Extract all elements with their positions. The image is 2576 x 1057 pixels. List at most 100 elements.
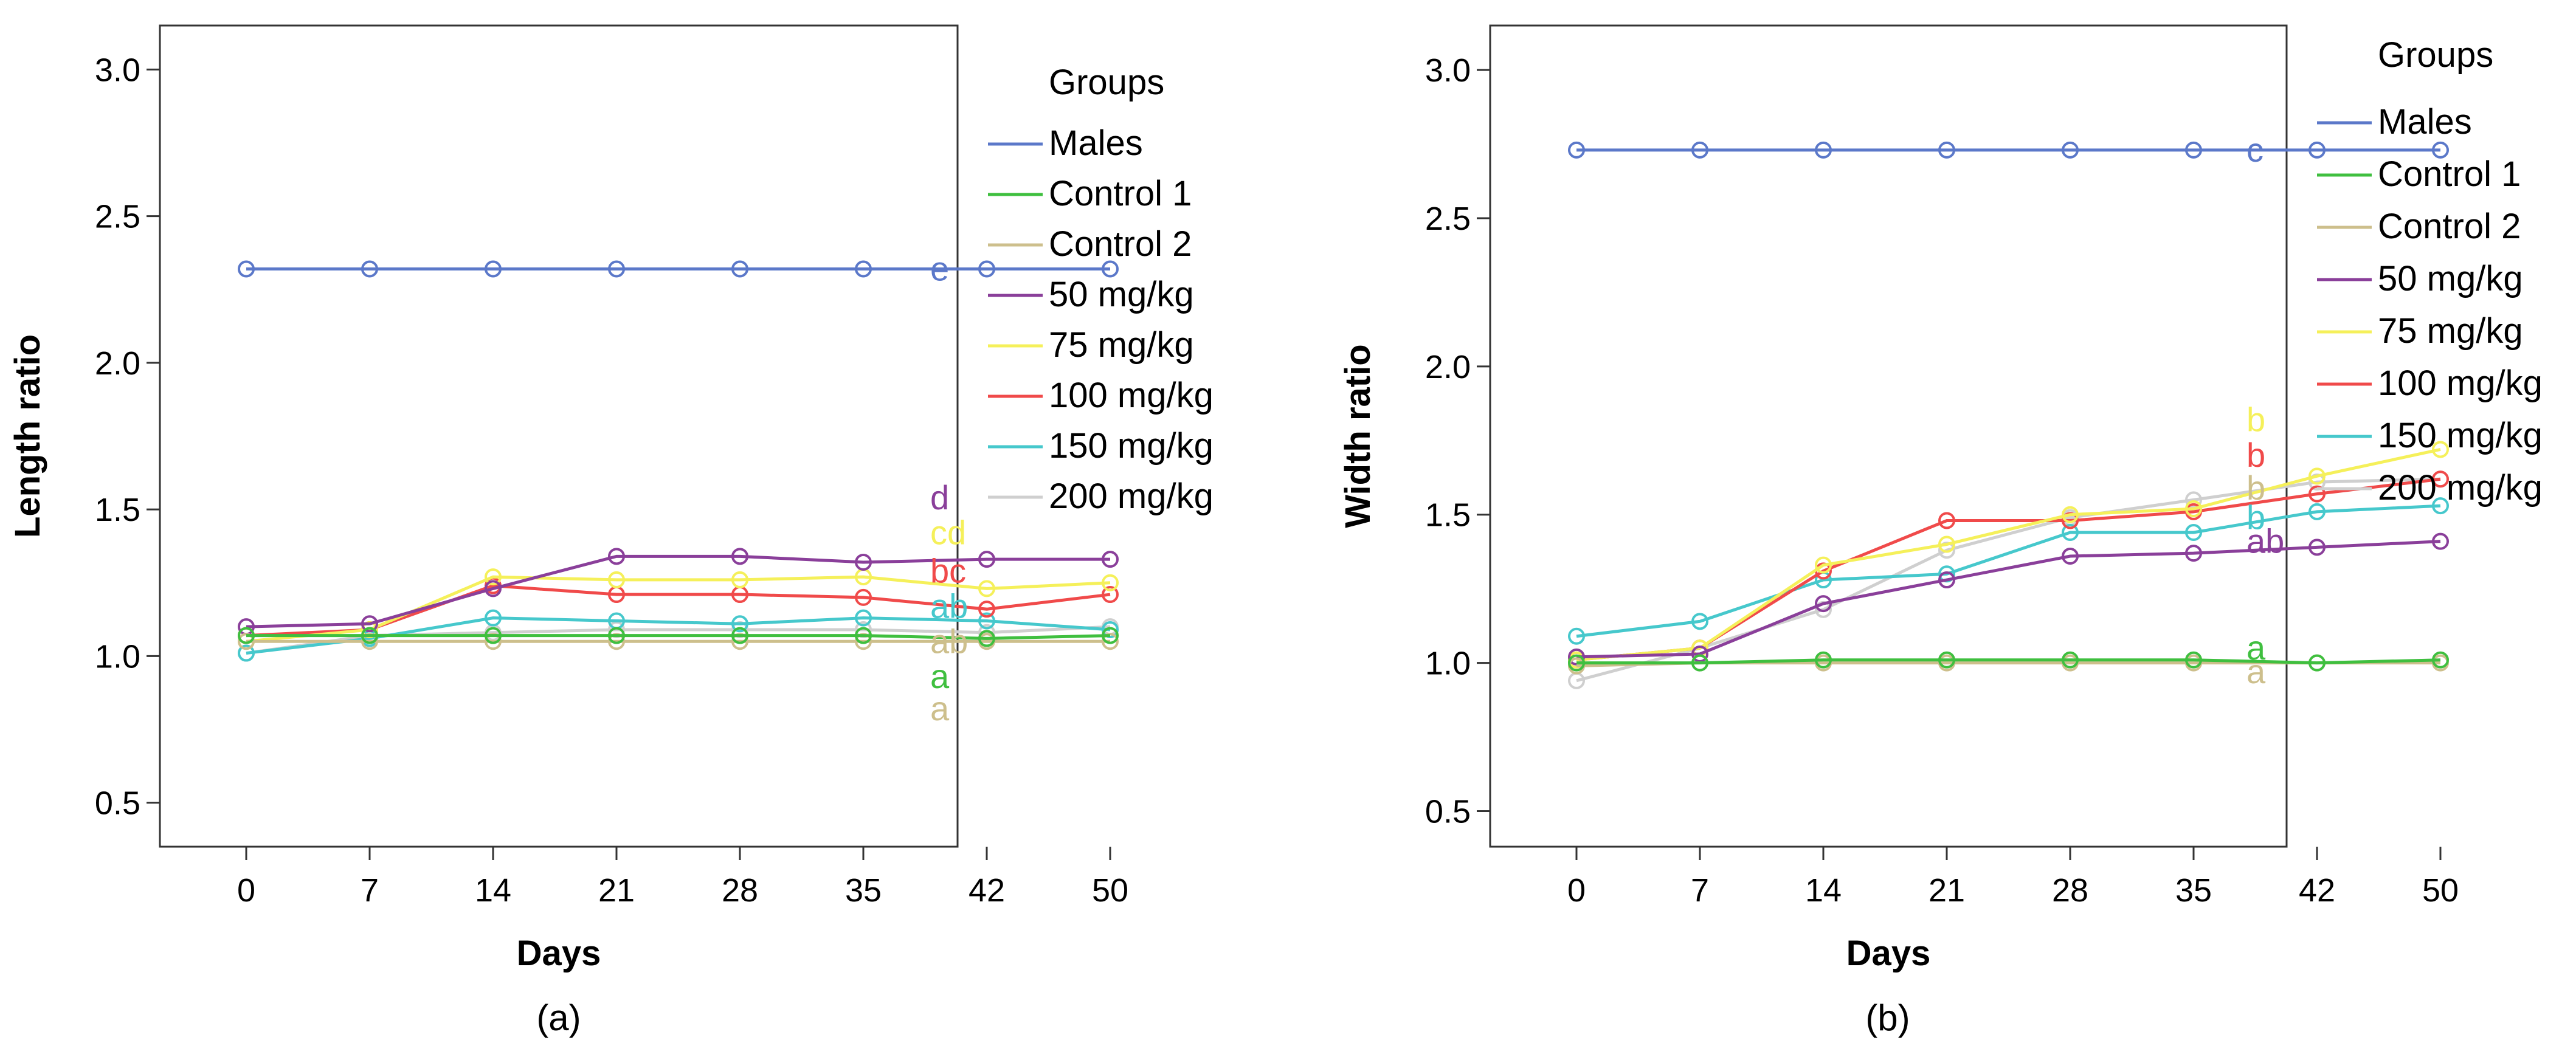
x-tick-label: 7 [1691,872,1709,909]
legend-label: 150 mg/kg [1049,426,1214,466]
legend-label: 50 mg/kg [2378,259,2523,298]
data-point-control-1 [485,627,502,644]
data-point-males [2308,141,2326,159]
legend-label: 75 mg/kg [2378,311,2523,351]
legend-label: 200 mg/kg [2378,468,2543,508]
data-point-control-1 [1815,651,1832,669]
legend-item-males: Males [988,123,1143,163]
data-point-control-1 [361,627,378,644]
legend-label: 100 mg/kg [1049,376,1214,415]
legend-item-control-1: Control 1 [2317,154,2521,194]
legend: Groups Males Control 1 Control 2 50 mg/kg 75 … [988,63,1214,516]
legend-item-75-mg-kg: 75 mg/kg [988,325,1194,365]
series-line-control-1 [1576,658,2441,665]
legend: Groups Males Control 1 Control 2 50 mg/kg 75 … [2317,35,2543,508]
significance-label: cd [930,514,966,552]
data-point-150-mg-kg [2432,497,2449,515]
legend-label: 100 mg/kg [2378,363,2543,403]
y-tick-label: 0.5 [95,785,140,822]
legend-item-control-1: Control 1 [988,174,1192,213]
significance-label: b [2246,401,2265,439]
x-axis-title: Days [517,934,601,973]
significance-label: a [2246,628,2266,667]
data-point-50-mg-kg [731,548,748,565]
legend-label: Control 1 [1049,174,1192,213]
series-control-1 [238,627,1119,647]
x-tick-label: 21 [598,872,635,909]
data-point-150-mg-kg [2308,503,2326,520]
data-point-100-mg-kg [978,601,995,618]
data-point-50-mg-kg [1102,551,1119,568]
significance-label: b [2246,436,2265,474]
data-point-50-mg-kg [2432,532,2449,550]
significance-label: ab [930,587,968,625]
legend-label: 200 mg/kg [1049,477,1214,516]
data-point-males [978,260,995,278]
y-tick-label: 3.0 [1425,52,1471,89]
data-point-50-mg-kg [361,615,378,633]
data-point-control-1 [2185,651,2202,669]
significance-label: b [2246,498,2265,537]
data-point-75-mg-kg [1815,556,1832,574]
significance-label: e [930,249,949,287]
y-tick-label: 3.0 [95,52,140,88]
plot-frame [159,24,959,848]
y-axis-title: Width ratio [1338,344,1378,528]
x-axis-title: Days [1846,934,1931,973]
data-point-males [1691,141,1708,159]
data-point-75-mg-kg [2308,467,2326,485]
data-point-males [485,260,502,278]
series-line-50-mg-kg [1576,540,2441,659]
data-point-75-mg-kg [2062,506,2079,523]
legend-label: Males [2378,102,2472,142]
data-point-50-mg-kg [2062,548,2079,565]
data-point-150-mg-kg [731,615,748,633]
series-line-150-mg-kg [1576,504,2441,638]
series-50-mg-kg [238,548,1119,636]
legend-label: Control 2 [2378,207,2521,246]
data-point-75-mg-kg [731,571,748,588]
data-point-males [361,260,378,278]
legend-label: 150 mg/kg [2378,416,2543,455]
legend-item-males: Males [2317,102,2472,142]
data-point-control-1 [855,627,872,644]
data-point-males [1102,260,1119,278]
y-tick-label: 2.5 [95,199,140,235]
data-point-control-1 [1938,651,1955,669]
x-tick-label: 50 [2422,872,2459,909]
data-point-50-mg-kg [1691,645,1708,663]
data-point-100-mg-kg [2308,485,2326,503]
data-point-150-mg-kg [2062,524,2079,542]
data-point-males [238,260,255,278]
x-tick-label: 35 [2175,872,2212,909]
data-point-males [1815,141,1832,159]
data-point-75-mg-kg [2432,441,2449,458]
x-tick-label: 35 [845,872,882,909]
y-tick-label: 2.5 [1425,201,1471,237]
series-control-1 [1568,651,2449,672]
series-males [238,260,1119,278]
data-point-100-mg-kg [1102,586,1119,604]
series-50-mg-kg [1568,532,2449,666]
legend-item-200-mg-kg: 200 mg/kg [988,477,1214,516]
data-point-males [2432,141,2449,159]
data-point-150-mg-kg [2185,524,2202,542]
data-point-50-mg-kg [1938,571,1955,589]
data-point-75-mg-kg [978,580,995,597]
data-point-males [731,260,748,278]
data-point-50-mg-kg [2185,545,2202,562]
data-point-control-2 [1102,633,1119,650]
data-point-75-mg-kg [2185,500,2202,517]
data-point-75-mg-kg [1102,574,1119,591]
data-point-50-mg-kg [1815,595,1832,613]
series-line-75-mg-kg [246,575,1111,643]
data-point-control-1 [2308,654,2326,672]
legend-item-control-2: Control 2 [988,224,1192,264]
data-point-75-mg-kg [608,571,625,588]
y-tick-label: 2.0 [1425,349,1471,385]
data-point-100-mg-kg [1938,512,1955,529]
x-tick-label: 14 [475,872,511,909]
data-point-control-1 [238,627,255,644]
data-point-control-1 [978,630,995,647]
